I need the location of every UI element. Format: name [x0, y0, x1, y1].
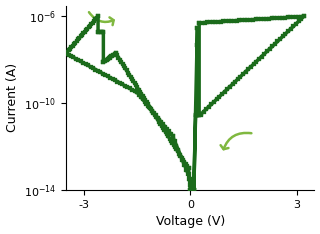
- Y-axis label: Current (A): Current (A): [5, 63, 19, 132]
- X-axis label: Voltage (V): Voltage (V): [156, 216, 225, 228]
